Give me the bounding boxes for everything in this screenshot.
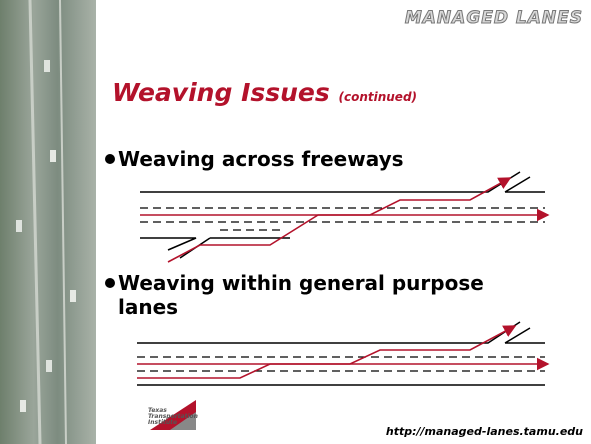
slide-title: Weaving Issues (continued) [112,78,417,107]
bullet: Weaving across freeways [118,147,404,171]
brand: MANAGED LANES [405,8,583,28]
title-main: Weaving Issues [112,78,330,107]
bullet: Weaving within general purpose lanes [118,271,518,319]
logo-line: Institute [148,420,198,426]
title-sub: (continued) [338,90,417,104]
footer-url: http://managed-lanes.tamu.edu [386,425,583,438]
weaving-diagrams [0,0,591,444]
logo: Texas Transportation Institute [148,408,198,426]
slide: MANAGED LANES Weaving Issues (continued)… [0,0,591,444]
